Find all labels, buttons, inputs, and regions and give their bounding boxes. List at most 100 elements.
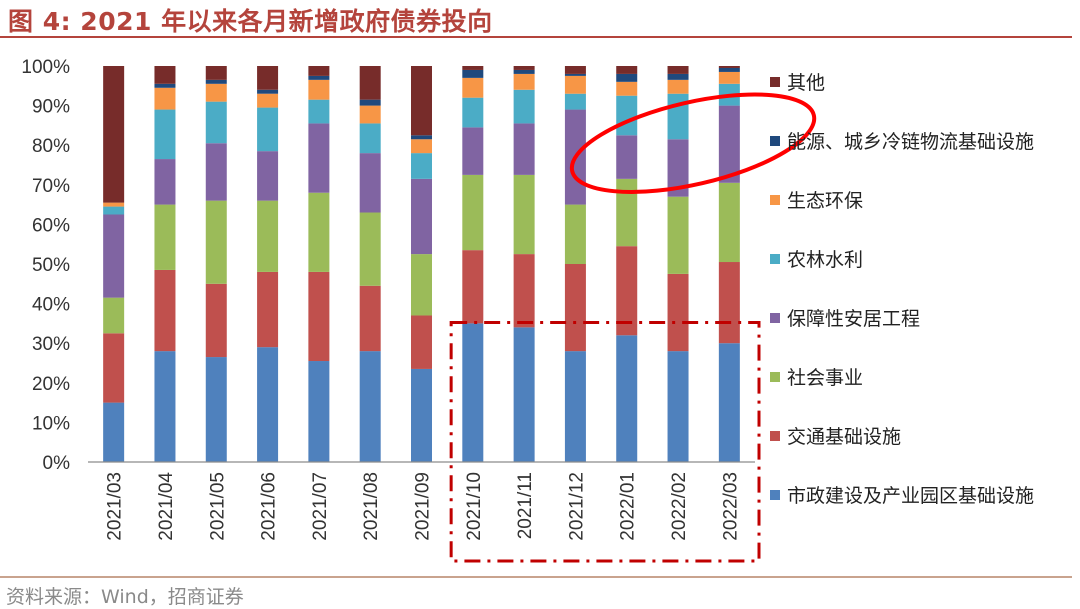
- bar-segment-s2-c11: [667, 196, 689, 274]
- x-tick-label: 2022/01: [618, 472, 639, 541]
- bar-segment-s0-c0: [103, 402, 125, 462]
- legend-swatch: [770, 77, 780, 87]
- bar-segment-s0-c6: [411, 368, 432, 462]
- bar-segment-s3-c7: [462, 127, 484, 175]
- y-tick-label: 20%: [32, 374, 70, 395]
- bar-segment-s4-c8: [513, 89, 535, 124]
- bar-segment-s0-c12: [718, 343, 740, 462]
- bar-segment-s6-c5: [359, 99, 381, 106]
- bar-segment-s1-c12: [718, 262, 740, 344]
- x-tick-label: 2021/12: [566, 472, 587, 541]
- legend-label: 生态环保: [787, 190, 863, 212]
- bar-segment-s5-c10: [616, 81, 638, 96]
- legend-label: 交通基础设施: [787, 426, 901, 448]
- x-tick-label: 2021/09: [413, 472, 434, 541]
- x-tick-label: 2021/11: [515, 472, 536, 539]
- bar-segment-s6-c12: [718, 67, 740, 72]
- bar-segment-s7-c8: [513, 66, 535, 70]
- bar-segment-s7-c1: [154, 66, 176, 84]
- bar-segment-s3-c8: [513, 123, 535, 175]
- legend-label: 保障性安居工程: [787, 308, 920, 330]
- bar-segment-s2-c5: [359, 212, 381, 286]
- bar-segment-s1-c0: [103, 333, 125, 403]
- bar-segment-s5-c4: [308, 79, 330, 100]
- legend-swatch: [770, 313, 780, 323]
- x-tick-label: 2021/07: [310, 472, 331, 541]
- bar-segment-s1-c9: [564, 264, 586, 352]
- legend-label: 市政建设及产业园区基础设施: [787, 485, 1034, 507]
- x-tick-label: 2021/10: [464, 472, 485, 541]
- bar-segment-s7-c5: [359, 66, 381, 100]
- bar-segment-s6-c4: [308, 75, 330, 80]
- bar-segment-s5-c5: [359, 105, 381, 124]
- bar-segment-s4-c9: [564, 93, 586, 110]
- bar-segment-s4-c3: [257, 107, 279, 152]
- bar-segment-s5-c3: [257, 93, 279, 108]
- bar-segment-s7-c11: [667, 66, 689, 74]
- highlight-ellipse: [569, 92, 817, 194]
- bar-segment-s0-c8: [513, 327, 535, 462]
- x-tick-label: 2021/03: [105, 472, 126, 541]
- bar-segment-s2-c8: [513, 174, 535, 255]
- stacked-bar-chart: 0% 10% 20% 30% 40% 50% 60% 70% 80% 90% 100% 2021/0…: [21, 57, 1034, 563]
- bar-segment-s7-c6: [411, 66, 432, 136]
- bar-segment-s0-c10: [616, 335, 638, 462]
- bar-segment-s2-c1: [154, 204, 176, 270]
- x-tick-label: 2022/03: [720, 472, 741, 541]
- bar-segment-s1-c10: [616, 246, 638, 336]
- bar-segment-s5-c0: [103, 202, 125, 207]
- y-tick-label: 40%: [32, 295, 70, 316]
- bar-segment-s3-c2: [205, 143, 227, 201]
- bar-segment-s5-c2: [205, 83, 227, 102]
- legend-label: 社会事业: [787, 367, 863, 389]
- x-tick-label: 2022/02: [669, 472, 690, 541]
- bar-segment-s6-c3: [257, 89, 279, 94]
- bar-segment-s0-c1: [154, 351, 176, 462]
- source-note: 资料来源：Wind，招商证券: [6, 586, 244, 608]
- bar-segment-s3-c5: [359, 153, 381, 213]
- bar-segment-s1-c4: [308, 271, 330, 362]
- bar-segment-s0-c4: [308, 361, 330, 462]
- bar-segment-s4-c5: [359, 123, 381, 154]
- bar-segment-s1-c3: [257, 271, 279, 348]
- bar-segment-s3-c0: [103, 214, 125, 298]
- x-tick-label: 2021/06: [259, 472, 280, 541]
- bar-segment-s4-c0: [103, 206, 125, 215]
- y-axis: 0% 10% 20% 30% 40% 50% 60% 70% 80% 90% 100%: [21, 57, 70, 474]
- bar-segment-s7-c12: [718, 66, 740, 68]
- bar-segment-s5-c1: [154, 87, 176, 110]
- annotations-group: [449, 92, 817, 563]
- bar-segment-s7-c2: [205, 66, 227, 80]
- title-divider: [0, 36, 1072, 38]
- bar-segment-s1-c11: [667, 273, 689, 352]
- bar-segment-s6-c6: [411, 135, 432, 140]
- bar-segment-s3-c6: [411, 178, 432, 255]
- bar-segment-s2-c3: [257, 200, 279, 272]
- bar-segment-s7-c0: [103, 66, 125, 203]
- y-tick-label: 10%: [32, 413, 70, 434]
- bar-segment-s3-c4: [308, 123, 330, 193]
- bar-segment-s5-c7: [462, 77, 484, 98]
- bar-segment-s3-c3: [257, 151, 279, 201]
- bar-segment-s1-c1: [154, 269, 176, 352]
- bar-segment-s1-c8: [513, 254, 535, 328]
- bar-segment-s5-c9: [564, 75, 586, 94]
- bars-group: [103, 66, 740, 462]
- bar-segment-s6-c7: [462, 69, 484, 78]
- bar-segment-s5-c8: [513, 73, 535, 90]
- highlight-box: [449, 320, 761, 563]
- bar-segment-s2-c0: [103, 297, 125, 334]
- bar-segment-s2-c7: [462, 174, 484, 251]
- bar-segment-s7-c9: [564, 66, 586, 74]
- y-tick-label: 90%: [32, 97, 70, 118]
- legend-swatch: [770, 372, 780, 382]
- bar-segment-s7-c3: [257, 66, 279, 90]
- bar-segment-s0-c5: [359, 351, 381, 462]
- bar-segment-s0-c3: [257, 347, 279, 462]
- bar-segment-s7-c7: [462, 66, 484, 70]
- legend-swatch: [770, 195, 780, 205]
- y-tick-label: 50%: [32, 255, 70, 276]
- bar-segment-s5-c12: [718, 71, 740, 84]
- bar-segment-s6-c2: [205, 79, 227, 84]
- y-tick-label: 30%: [32, 334, 70, 355]
